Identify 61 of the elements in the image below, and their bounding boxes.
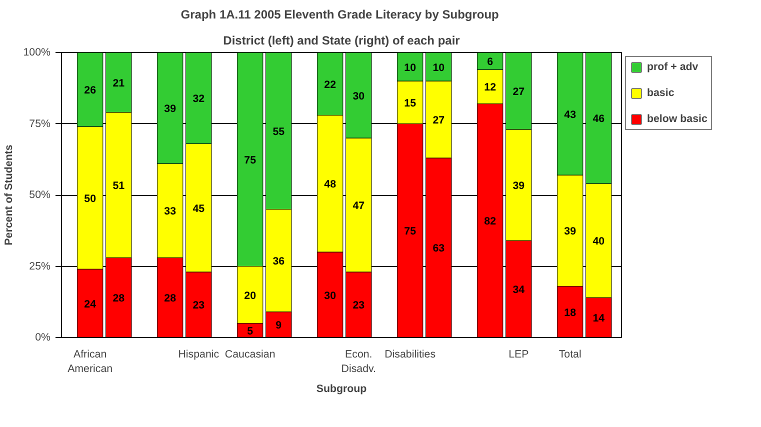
data-label: 48 [324,178,336,191]
y-tick-label: 25% [29,260,52,272]
x-tick-label: Disabilities [384,348,436,360]
data-label: 28 [112,292,125,305]
x-tick-label: Hispanic [178,348,220,360]
chart-title: Graph 1A.11 2005 Eleventh Grade Literacy by Subgroup [180,8,499,22]
data-label: 5 [247,325,254,338]
data-label: 27 [432,114,445,126]
data-label: 14 [592,312,605,325]
data-label: 39 [564,226,576,238]
data-label: 28 [164,292,176,305]
data-label: 18 [564,306,576,319]
y-tick-label: 0% [35,332,52,344]
data-label: 21 [112,77,125,90]
data-label: 12 [484,82,496,94]
data-label: 75 [244,154,256,166]
data-label: 20 [244,290,256,302]
data-label: 23 [192,300,205,312]
data-label: 39 [512,180,525,192]
x-tick-label: LEP [508,348,529,360]
data-label: 51 [112,180,125,192]
data-label: 45 [192,202,205,215]
legend-label: prof + adv [647,61,698,73]
x-tick-label: Caucasian [224,348,276,360]
data-label: 34 [512,284,525,296]
data-label: 75 [404,226,416,238]
chart-subtitle: District (left) and State (right) of each pair [223,34,460,48]
x-tick-label: Total [558,348,582,360]
data-label: 46 [592,113,605,126]
data-label: 36 [272,256,285,268]
x-tick-label: Econ. Disadv. [341,348,376,375]
data-label: 27 [512,86,525,98]
data-label: 47 [352,200,365,212]
data-label: 43 [564,108,576,121]
data-label: 22 [324,78,336,91]
legend-label: basic [647,87,674,99]
data-label: 26 [84,84,96,97]
y-tick-label: 75% [29,118,52,130]
data-label: 9 [276,320,282,332]
x-axis-title: Subgroup [316,382,368,395]
data-label: 82 [484,216,496,228]
data-label: 32 [192,93,205,106]
data-label: 39 [164,103,176,116]
data-label: 10 [404,62,416,74]
y-tick-label: 50% [29,189,52,201]
data-label: 6 [487,56,494,68]
data-label: 30 [324,290,336,302]
data-label: 23 [352,300,365,312]
y-axis-title: Percent of Students [3,144,16,246]
data-label: 30 [352,90,365,102]
data-label: 40 [592,236,605,248]
legend-label: below basic [647,113,708,125]
data-label: 15 [404,97,416,110]
data-label: 63 [432,242,445,255]
data-label: 50 [84,192,96,205]
data-label: 24 [84,298,96,310]
x-tick-label: African American [68,348,113,375]
data-label: 55 [272,126,285,138]
y-tick-label: 100% [23,46,52,58]
data-label: 33 [164,206,176,218]
data-label: 10 [432,62,445,74]
